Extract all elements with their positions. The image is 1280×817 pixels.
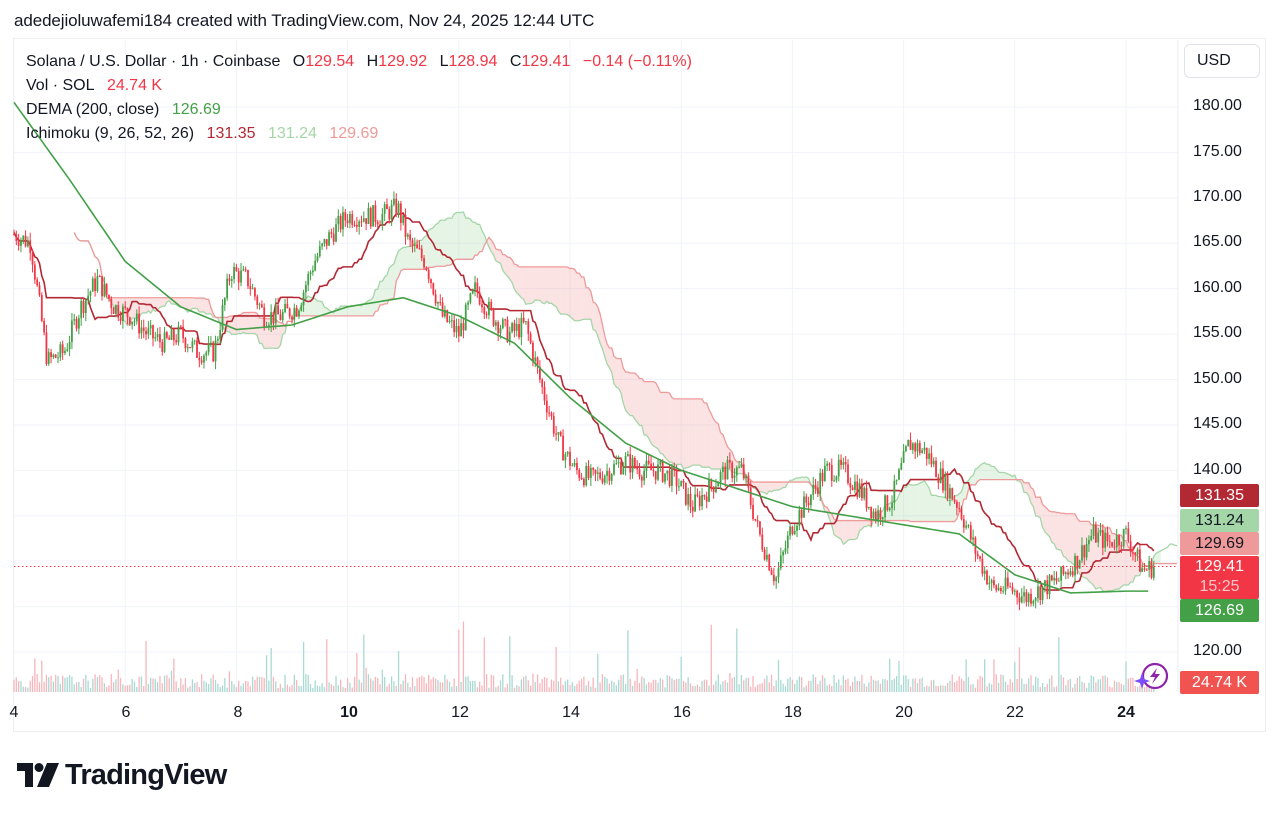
span-b-price-label: 129.69 bbox=[1180, 532, 1259, 555]
volume-price-label: 24.74 K bbox=[1180, 671, 1259, 694]
price-tick: 145.00 bbox=[1193, 415, 1242, 432]
ichimoku-span-a-value: 131.24 bbox=[267, 125, 317, 142]
time-tick: 4 bbox=[9, 704, 19, 721]
change-value: −0.14 (−0.11%) bbox=[582, 53, 692, 70]
price-tick: 155.00 bbox=[1193, 324, 1242, 341]
price-tick: 165.00 bbox=[1193, 233, 1242, 250]
tradingview-logo-icon bbox=[17, 763, 59, 787]
last-price-label: 129.41 15:25 bbox=[1180, 556, 1259, 599]
close-label: C bbox=[509, 53, 522, 70]
time-tick: 18 bbox=[784, 704, 802, 721]
brand-name: TradingView bbox=[65, 758, 227, 791]
low-label: L bbox=[439, 53, 449, 70]
time-tick: 6 bbox=[121, 704, 131, 721]
open-label: O bbox=[292, 53, 306, 70]
close-value: 129.41 bbox=[521, 53, 571, 70]
tenkan-price-label: 131.35 bbox=[1180, 484, 1259, 507]
time-tick: 10 bbox=[340, 704, 358, 721]
price-tick: 150.00 bbox=[1193, 370, 1242, 387]
ichimoku-tenkan-value: 131.35 bbox=[206, 125, 256, 142]
price-tick: 175.00 bbox=[1193, 143, 1242, 160]
price-tick: 180.00 bbox=[1193, 97, 1242, 114]
tradingview-logo[interactable]: TradingView bbox=[17, 758, 227, 792]
time-tick: 22 bbox=[1006, 704, 1024, 721]
legend-volume-row[interactable]: Vol · SOL 24.74 K bbox=[26, 74, 692, 98]
legend-symbol-row[interactable]: Solana / U.S. Dollar · 1h · Coinbase O12… bbox=[26, 50, 692, 74]
volume-value: 24.74 K bbox=[106, 77, 163, 94]
last-price-value: 129.41 bbox=[1195, 558, 1244, 575]
time-tick: 12 bbox=[451, 704, 469, 721]
price-tick: 140.00 bbox=[1193, 461, 1242, 478]
price-tick: 120.00 bbox=[1193, 642, 1242, 659]
bar-countdown: 15:25 bbox=[1199, 578, 1240, 595]
time-tick: 24 bbox=[1117, 704, 1135, 721]
high-value: 129.92 bbox=[378, 53, 428, 70]
open-value: 129.54 bbox=[305, 53, 355, 70]
span-a-price-label: 131.24 bbox=[1180, 509, 1259, 532]
price-tick: 160.00 bbox=[1193, 279, 1242, 296]
time-tick: 14 bbox=[562, 704, 580, 721]
currency-button[interactable]: USD bbox=[1184, 44, 1260, 78]
ichimoku-label: Ichimoku (9, 26, 52, 26) bbox=[26, 125, 195, 142]
time-tick: 8 bbox=[233, 704, 243, 721]
dema-label: DEMA (200, close) bbox=[26, 101, 160, 118]
time-tick: 16 bbox=[673, 704, 691, 721]
chart-credit: adedejioluwafemi184 created with Trading… bbox=[14, 11, 595, 30]
dema-price-label: 126.69 bbox=[1180, 599, 1259, 622]
legend-ichimoku-row[interactable]: Ichimoku (9, 26, 52, 26) 131.35 131.24 1… bbox=[26, 122, 692, 146]
ichimoku-span-b-value: 129.69 bbox=[329, 125, 379, 142]
dema-value: 126.69 bbox=[171, 101, 221, 118]
volume-label: Vol · SOL bbox=[26, 77, 95, 94]
lightning-sparkle-icon bbox=[1134, 662, 1169, 690]
time-tick: 20 bbox=[895, 704, 913, 721]
chart-legend: Solana / U.S. Dollar · 1h · Coinbase O12… bbox=[26, 50, 692, 146]
low-value: 128.94 bbox=[448, 53, 498, 70]
legend-dema-row[interactable]: DEMA (200, close) 126.69 bbox=[26, 98, 692, 122]
symbol-title: Solana / U.S. Dollar · 1h · Coinbase bbox=[26, 53, 281, 70]
high-label: H bbox=[366, 53, 379, 70]
price-tick: 170.00 bbox=[1193, 188, 1242, 205]
ai-assistant-button[interactable] bbox=[1133, 660, 1171, 692]
